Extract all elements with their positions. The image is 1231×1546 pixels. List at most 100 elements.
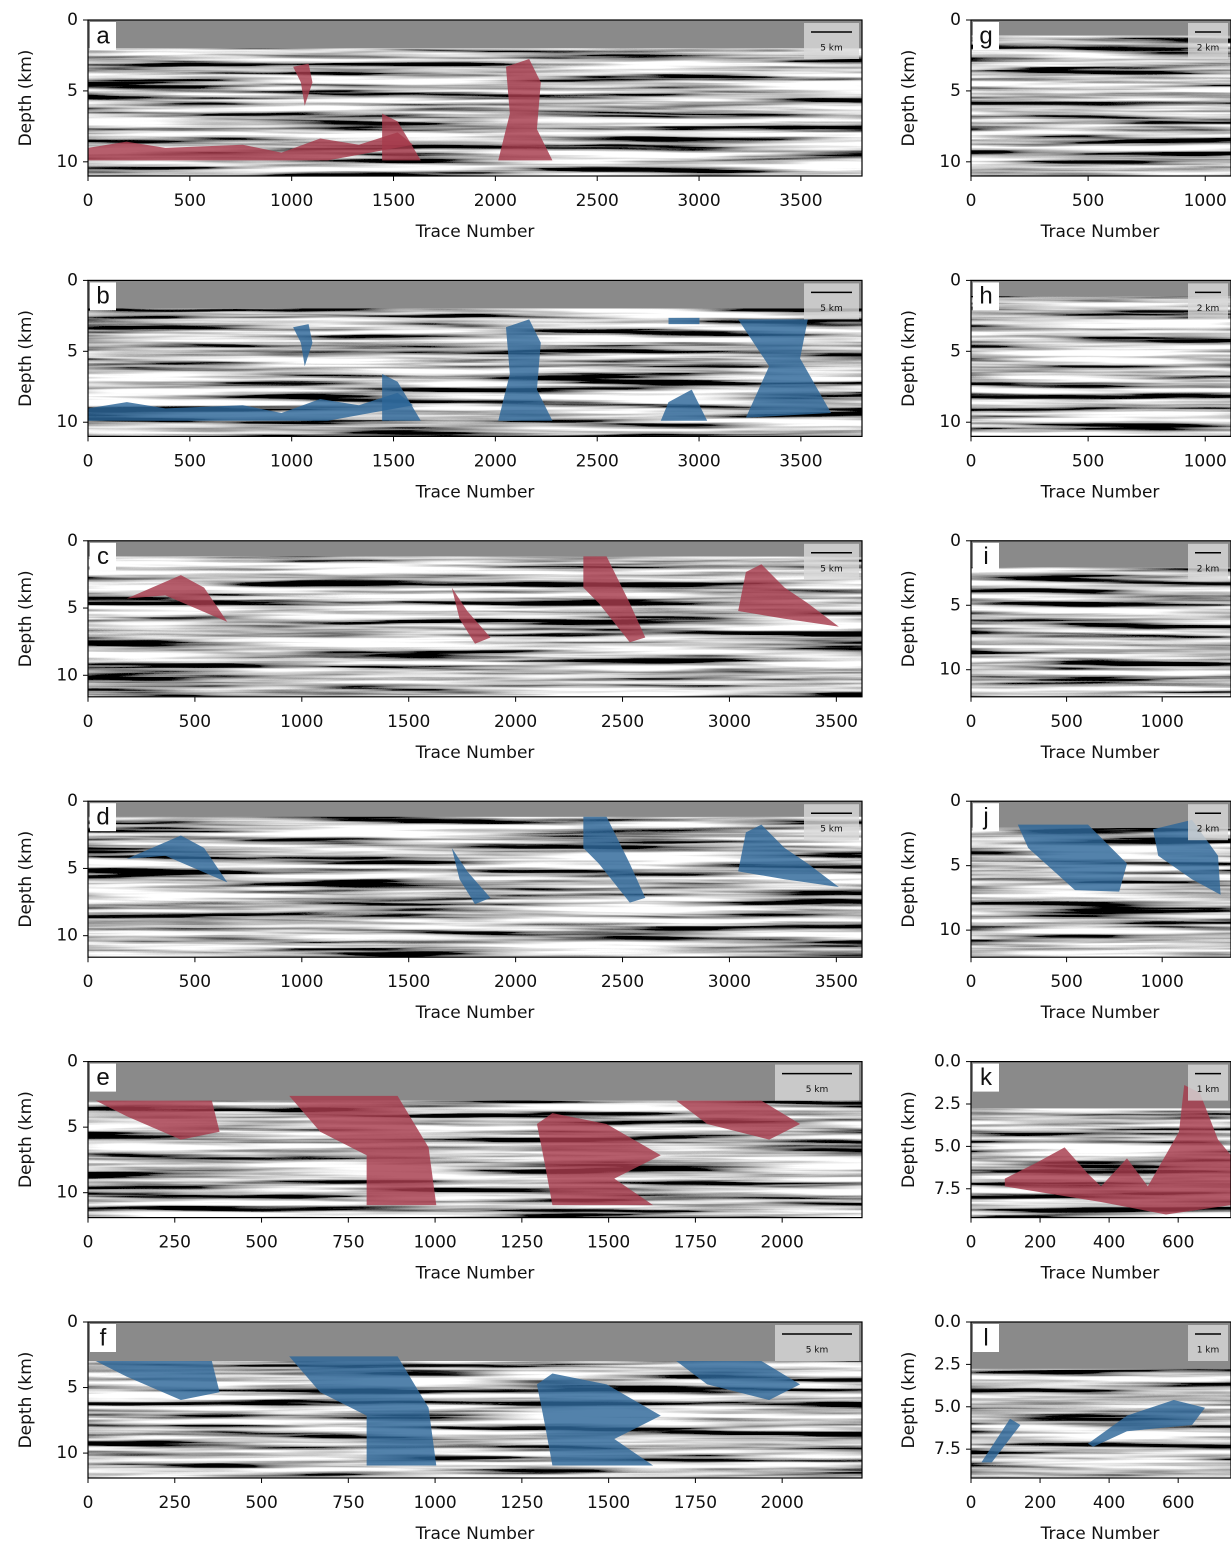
y-tick-label: 5 [950,595,961,615]
salt-mask [738,564,839,627]
y-tick-label: 0 [67,270,78,290]
y-tick-label: 0 [950,791,961,811]
salt-mask [451,587,491,644]
y-axis-label: Depth (km) [899,570,919,667]
label-box [90,1324,116,1352]
x-tick-label: 2500 [576,191,619,211]
label-box [973,1324,999,1352]
x-axis-label: Trace Number [1040,482,1160,502]
x-tick-label: 2500 [601,972,644,992]
water-layer [88,540,862,557]
scale-label: 2 km [1197,825,1220,835]
salt-mask [451,848,491,905]
panel: f 5 km 0 250 500 750 1000 1250 1500 1750 2000 0 5 10 T… [16,1312,863,1544]
panel-label: d [96,804,109,831]
x-tick-label: 250 [159,1233,191,1253]
frame [87,1060,863,1219]
panel-label: k [980,1064,993,1091]
x-tick-label: 750 [332,1233,364,1253]
x-tick-label: 500 [1050,712,1082,732]
y-tick-label: 0 [67,1312,78,1332]
x-tick-label: 3000 [708,712,751,732]
y-axis-label: Depth (km) [899,1352,919,1449]
x-tick-label: 750 [332,1493,364,1513]
salt-mask [126,835,228,883]
frame [87,1321,863,1479]
scale-label: 5 km [820,825,843,835]
x-tick-label: 2000 [494,712,537,732]
scale-box [804,804,859,841]
y-tick-label: 5 [67,1117,78,1137]
salt-mask [660,389,708,421]
scale-box [1188,543,1228,580]
salt-mask [536,1373,661,1466]
scale-label: 2 km [1197,564,1220,574]
scale-box [1188,283,1228,320]
x-tick-label: 2000 [761,1233,804,1253]
y-axis-label: Depth (km) [899,1091,919,1188]
y-tick-label: 5.0 [934,1397,961,1417]
x-tick-label: 1000 [413,1493,456,1513]
water-layer [88,1061,862,1101]
panel: g 2 km 0 500 1000 0 5 10 Trace Number Depth (km) [899,10,1231,242]
panel: c 5 km 0 500 1000 1500 2000 2500 3000 3500 0 5 10 Tra… [16,531,863,763]
x-tick-label: 0 [83,1233,94,1253]
seismic-image [971,280,1231,437]
y-tick-label: 5 [67,858,78,878]
x-tick-label: 400 [1093,1233,1125,1253]
x-tick-label: 3500 [779,451,822,471]
y-tick-label: 10 [56,665,78,685]
scale-label: 2 km [1197,44,1220,54]
salt-mask [738,824,839,887]
frame [87,800,863,958]
frame [87,540,863,698]
x-tick-label: 500 [1050,972,1082,992]
x-tick-label: 500 [179,972,211,992]
salt-mask [88,132,414,161]
x-tick-label: 1250 [500,1233,543,1253]
x-tick-label: 400 [1093,1493,1125,1513]
x-tick-label: 1000 [270,191,313,211]
y-tick-label: 0 [67,1052,78,1072]
y-tick-label: 10 [939,920,961,940]
y-tick-label: 2.5 [934,1354,961,1374]
x-tick-label: 600 [1162,1493,1194,1513]
frame [970,800,1231,958]
x-tick-label: 2000 [761,1493,804,1513]
y-axis-label: Depth (km) [16,310,36,407]
x-tick-label: 200 [1024,1493,1056,1513]
y-tick-label: 10 [56,926,78,946]
salt-mask [289,1356,437,1466]
scale-label: 1 km [1197,1085,1220,1095]
salt-mask [536,1113,661,1206]
y-axis-label: Depth (km) [16,831,36,928]
x-tick-label: 0 [966,1233,977,1253]
y-axis-label: Depth (km) [899,310,919,407]
y-tick-label: 10 [56,1183,78,1203]
y-tick-label: 5 [950,341,961,361]
scale-box [1188,1064,1228,1101]
x-tick-label: 1750 [674,1233,717,1253]
x-tick-label: 3500 [815,712,858,732]
y-axis-label: Depth (km) [16,1352,36,1449]
scale-label: 5 km [820,304,843,314]
x-tick-label: 0 [966,191,977,211]
x-axis-label: Trace Number [1040,1264,1160,1284]
x-tick-label: 500 [245,1493,277,1513]
panel: b 5 km 0 500 1000 1500 2000 2500 3000 3500 0 5 10 Tra… [16,270,863,502]
x-tick-label: 2500 [601,712,644,732]
panel: d 5 km 0 500 1000 1500 2000 2500 3000 3500 0 5 10 Tra… [16,791,863,1023]
y-tick-label: 10 [56,152,78,172]
salt-mask [1017,824,1127,892]
x-tick-label: 0 [966,972,977,992]
frame [87,279,863,437]
water-layer [88,280,862,309]
label-box [90,22,116,50]
x-tick-label: 200 [1024,1233,1056,1253]
panel-label: a [96,22,110,49]
x-tick-label: 1000 [413,1233,456,1253]
y-tick-label: 0.0 [934,1312,961,1332]
scale-box [804,543,859,580]
y-tick-label: 2.5 [934,1094,961,1114]
y-tick-label: 5 [950,856,961,876]
